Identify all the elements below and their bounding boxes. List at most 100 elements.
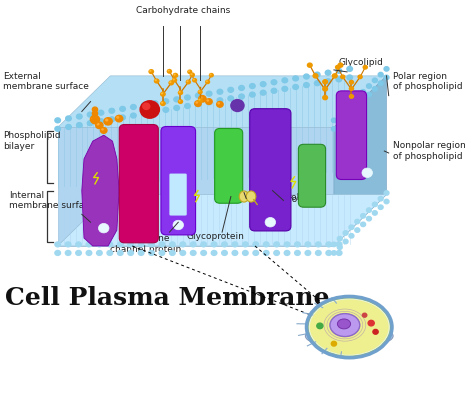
Circle shape [217,97,223,104]
Circle shape [349,101,354,105]
Circle shape [368,320,374,326]
Circle shape [184,103,191,109]
Circle shape [355,104,360,108]
Circle shape [332,73,338,79]
Circle shape [198,90,203,94]
Ellipse shape [305,324,393,348]
Circle shape [179,250,186,256]
Circle shape [155,79,157,81]
Circle shape [98,110,104,116]
Circle shape [238,93,245,100]
Text: Glycolipid: Glycolipid [338,58,383,67]
Text: Nonpolar region
of phospholipid: Nonpolar region of phospholipid [393,141,466,160]
Circle shape [178,99,183,104]
Circle shape [292,75,299,82]
Circle shape [173,96,180,102]
Circle shape [205,79,210,84]
Circle shape [252,250,259,256]
Circle shape [303,82,310,88]
Text: Phospholipid
bilayer: Phospholipid bilayer [3,131,61,150]
Circle shape [325,69,332,76]
Text: Cell Plasma Membrane: Cell Plasma Membrane [5,285,330,310]
Circle shape [117,241,124,248]
Circle shape [117,250,124,256]
Circle shape [366,208,372,212]
Circle shape [355,228,360,232]
Circle shape [198,91,201,92]
Circle shape [366,216,372,221]
Circle shape [263,250,270,256]
FancyBboxPatch shape [337,91,366,179]
Polygon shape [58,76,386,127]
Circle shape [148,241,155,248]
Circle shape [96,250,103,256]
Circle shape [335,65,340,70]
Circle shape [249,91,256,98]
Text: Internal
membrane surface: Internal membrane surface [9,191,95,210]
Circle shape [75,241,82,248]
Circle shape [206,99,213,105]
Circle shape [336,67,342,74]
Circle shape [193,79,195,81]
Circle shape [340,74,346,79]
Circle shape [169,81,172,83]
Circle shape [92,107,98,112]
Circle shape [337,62,344,68]
Circle shape [349,225,354,229]
Circle shape [325,250,332,256]
Circle shape [173,73,178,78]
Circle shape [249,83,256,89]
Circle shape [179,91,181,93]
Circle shape [384,191,389,195]
Circle shape [346,66,353,72]
Circle shape [195,101,198,104]
Circle shape [378,197,383,201]
Circle shape [317,323,323,329]
Polygon shape [82,135,119,246]
Circle shape [130,112,137,119]
Circle shape [96,241,103,248]
Circle shape [242,241,249,248]
Circle shape [263,241,270,248]
Circle shape [116,116,119,119]
Text: External
membrane surface: External membrane surface [3,72,89,91]
Circle shape [152,100,158,106]
Circle shape [99,224,109,233]
Circle shape [357,74,363,79]
Circle shape [210,73,211,75]
Circle shape [336,76,342,83]
Circle shape [227,87,234,93]
Circle shape [173,220,183,230]
Circle shape [210,250,218,256]
Circle shape [179,100,181,102]
Polygon shape [334,76,386,246]
Circle shape [205,98,213,105]
Circle shape [312,73,319,79]
Circle shape [315,250,322,256]
Circle shape [325,241,332,248]
Circle shape [92,115,98,120]
Circle shape [206,99,209,102]
Circle shape [200,250,207,256]
Circle shape [373,87,377,91]
Circle shape [149,70,152,72]
Circle shape [227,95,234,102]
Circle shape [54,241,61,248]
Circle shape [346,74,353,81]
Circle shape [307,62,313,68]
Circle shape [331,251,337,255]
Circle shape [373,211,377,215]
Text: Cholesterol: Cholesterol [248,193,300,202]
Polygon shape [58,127,334,246]
Circle shape [92,119,98,124]
Circle shape [158,250,165,256]
Circle shape [198,99,201,100]
Circle shape [140,101,159,118]
Circle shape [192,78,197,83]
Circle shape [127,250,134,256]
Ellipse shape [330,314,360,337]
Circle shape [216,101,224,108]
Circle shape [190,250,197,256]
Circle shape [190,72,195,77]
Circle shape [137,250,145,256]
